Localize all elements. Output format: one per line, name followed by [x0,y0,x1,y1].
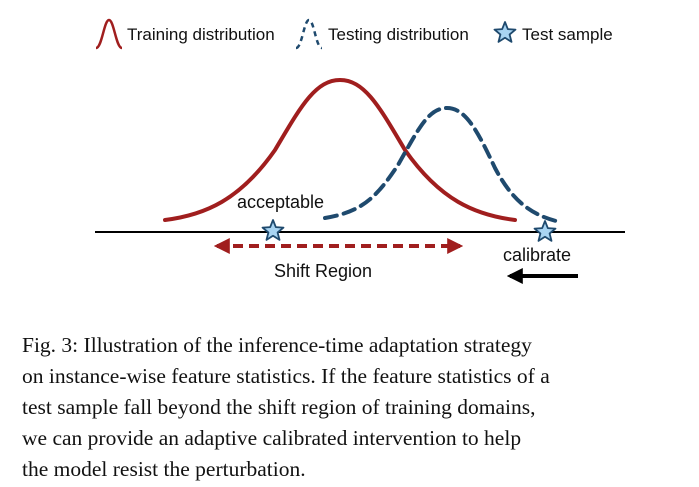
testing-legend-icon [295,18,323,50]
training-distribution-curve [163,77,517,222]
test-sample-legend-star-icon [493,21,517,43]
testing-distribution-curve [323,105,562,224]
caption-line: test sample fall beyond the shift region… [22,395,536,419]
training-legend-icon [95,18,123,50]
acceptable-test-sample-star-icon [261,219,285,241]
caption-line: we can provide an adaptive calibrated in… [22,426,522,450]
caption-line: the model resist the perturbation. [22,457,306,481]
acceptable-label: acceptable [237,192,324,212]
illustration-figure: Training distribution Testing distributi… [95,18,625,284]
calibrate-label: calibrate [503,245,571,265]
caption-line: on instance-wise feature statistics. If … [22,364,550,388]
shift-region-label: Shift Region [274,261,372,281]
legend-training-label: Training distribution [127,25,275,44]
legend: Training distribution Testing distributi… [95,18,613,50]
caption-line: Fig. 3: Illustration of the inference-ti… [22,333,532,357]
figure-caption: Fig. 3: Illustration of the inference-ti… [22,330,682,485]
legend-testing-label: Testing distribution [328,25,469,44]
legend-test-sample-label: Test sample [522,25,613,44]
calibrate-test-sample-star-icon [533,220,557,242]
